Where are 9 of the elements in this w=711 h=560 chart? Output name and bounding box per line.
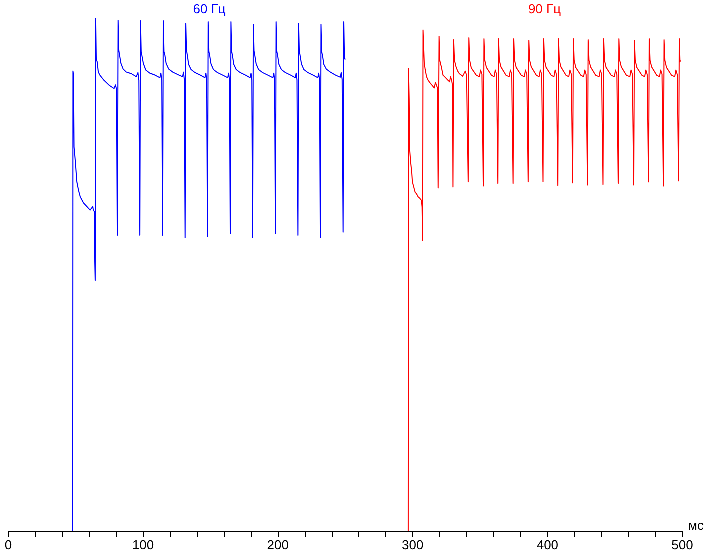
x-axis-title: мс [688, 518, 704, 533]
series-label: 90 Гц [528, 2, 562, 16]
x-tick-label: 400 [536, 538, 559, 552]
x-tick-label: 0 [4, 538, 12, 552]
x-tick-label: 300 [402, 538, 424, 552]
x-tick-label: 100 [132, 538, 154, 552]
series-label: 60 Гц [193, 2, 226, 16]
x-tick-label: 500 [672, 538, 694, 552]
x-tick-label: 200 [267, 538, 289, 552]
